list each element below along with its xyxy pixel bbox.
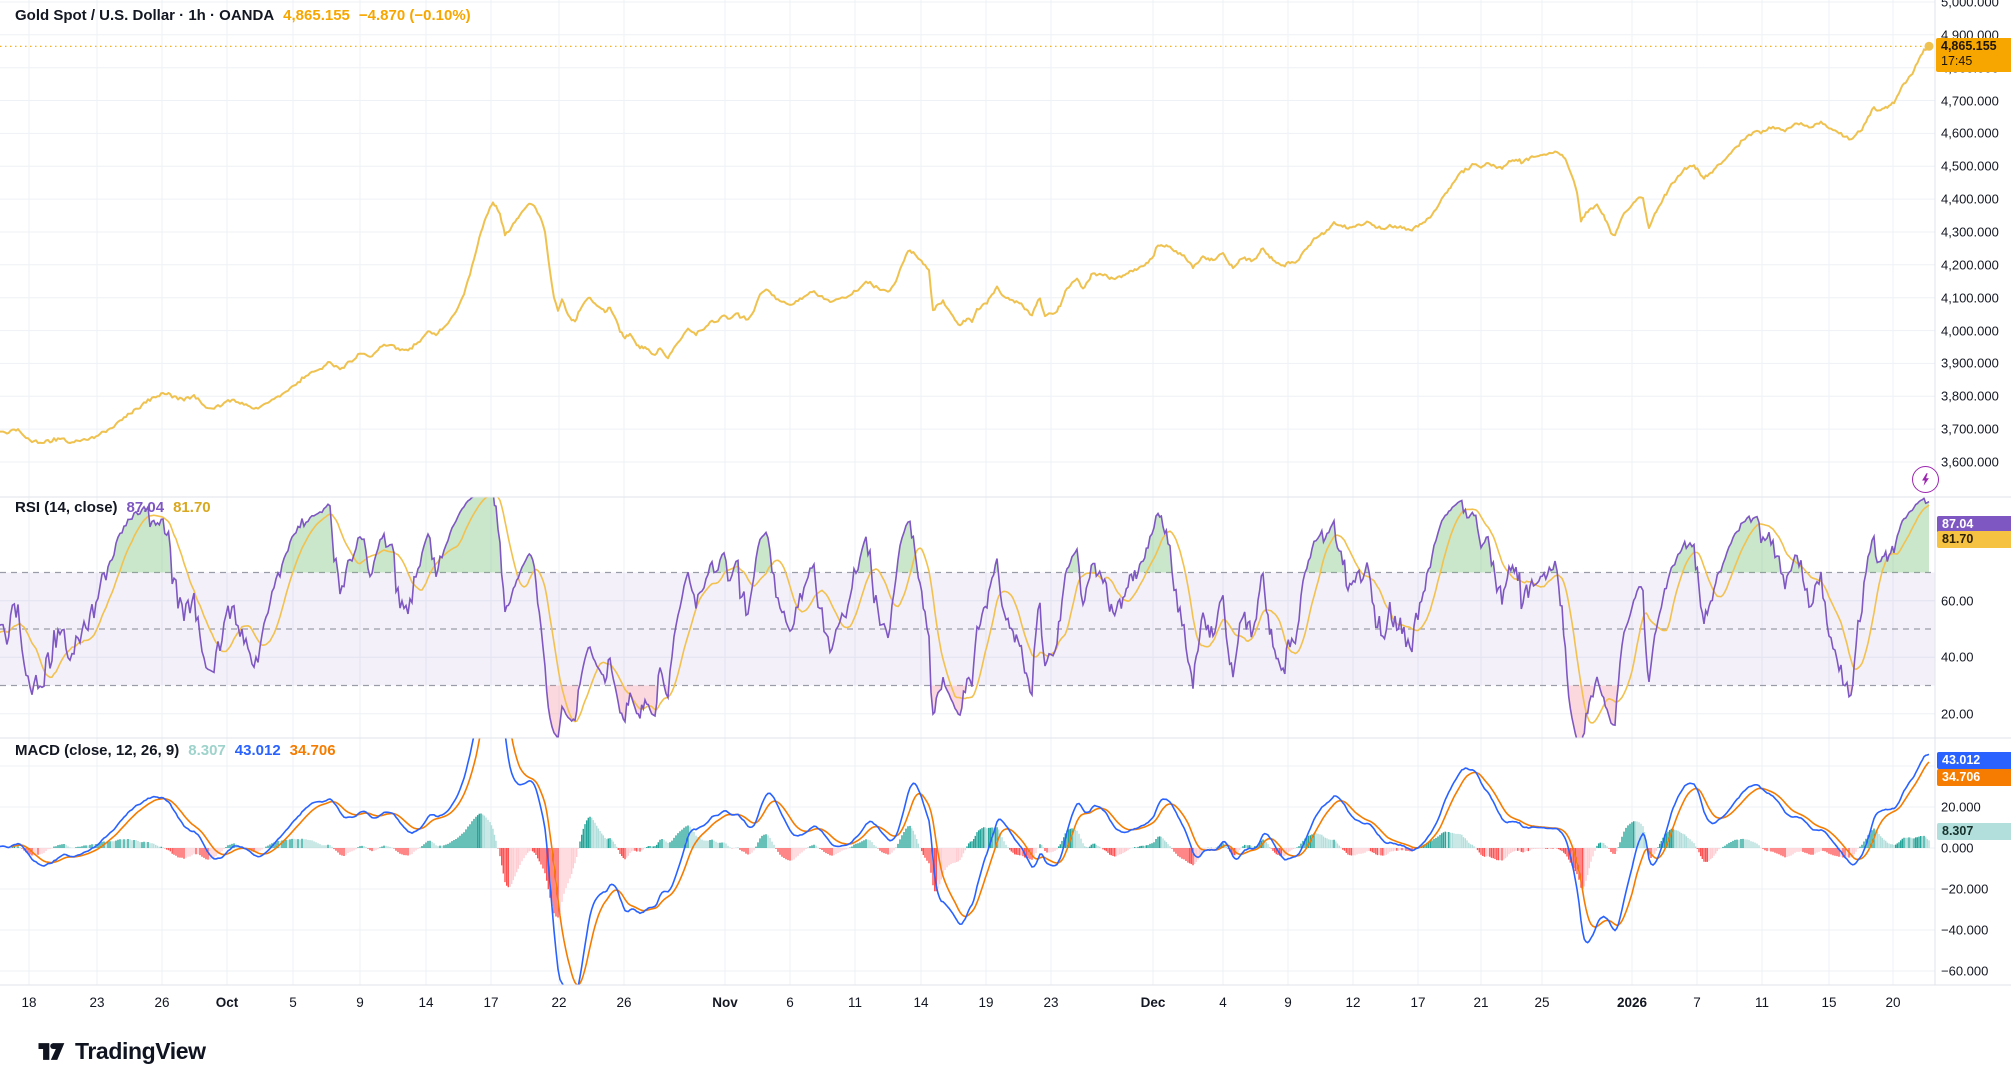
time-axis-label: 20 xyxy=(1885,995,1901,1010)
macd-axis-label: −20.000 xyxy=(1941,881,1989,897)
time-axis-label: 22 xyxy=(551,995,567,1010)
price-axis-label: 4,400.000 xyxy=(1941,191,1999,207)
price-axis-label: 4,300.000 xyxy=(1941,224,1999,240)
tradingview-logo-icon xyxy=(38,1043,65,1060)
time-axis-label: 15 xyxy=(1821,995,1837,1010)
time-axis-label: 17 xyxy=(1410,995,1426,1010)
time-axis-label: 19 xyxy=(978,995,994,1010)
lightning-icon xyxy=(1922,473,1929,486)
current-price-badge-time: 17:45 xyxy=(1941,54,1973,69)
rsi-lines xyxy=(0,497,1930,738)
brand-footer[interactable]: TradingView xyxy=(36,1038,206,1065)
macd-histogram xyxy=(9,813,1930,918)
time-axis-label: 23 xyxy=(89,995,105,1010)
time-axis-label: Nov xyxy=(712,995,738,1010)
rsi-axis-label: 20.00 xyxy=(1941,706,1974,722)
macd-title[interactable]: MACD (close, 12, 26, 9) xyxy=(15,742,180,759)
price-axis-label: 4,600.000 xyxy=(1941,125,1999,141)
rsi-header: RSI (14, close) 87.04 81.70 xyxy=(15,499,211,516)
time-axis-label: 7 xyxy=(1693,995,1701,1010)
macd-hist-badge: 8.307 xyxy=(1937,822,2011,840)
time-axis-label: 9 xyxy=(1284,995,1292,1010)
price-axis-label: 3,900.000 xyxy=(1941,355,1999,371)
macd-header: MACD (close, 12, 26, 9) 8.307 43.012 34.… xyxy=(15,742,336,759)
rsi-badge: 87.04 xyxy=(1937,516,2011,534)
current-price-badge: 4,865.155 17:45 xyxy=(1936,38,2011,73)
time-axis-label: 23 xyxy=(1043,995,1059,1010)
price-axis-label: 4,100.000 xyxy=(1941,290,1999,306)
price-axis-label: 5,000.000 xyxy=(1941,0,1999,10)
rsi-ma-value: 81.70 xyxy=(173,499,211,516)
time-axis-label: 17 xyxy=(483,995,499,1010)
symbol-title[interactable]: Gold Spot / U.S. Dollar · 1h · OANDA xyxy=(15,7,275,24)
rsi-title[interactable]: RSI (14, close) xyxy=(15,499,118,516)
time-axis-label: Oct xyxy=(215,995,239,1010)
price-axis-label: 3,700.000 xyxy=(1941,421,1999,437)
time-axis-label: 12 xyxy=(1345,995,1361,1010)
time-axis-label: 5 xyxy=(289,995,297,1010)
macd-axis-label: −60.000 xyxy=(1941,963,1989,979)
price-axis-label: 4,200.000 xyxy=(1941,257,1999,273)
time-axis-label: 11 xyxy=(847,995,863,1010)
pane-separators[interactable] xyxy=(0,0,2011,986)
tradingview-wordmark: TradingView xyxy=(75,1038,206,1064)
macd-signal-badge: 34.706 xyxy=(1937,768,2011,786)
macd-lines xyxy=(0,738,1930,985)
time-axis-label: 4 xyxy=(1219,995,1227,1010)
grid-horizontal xyxy=(0,1,1935,972)
price-axis-label: 3,800.000 xyxy=(1941,388,1999,404)
macd-axis-label: 20.000 xyxy=(1941,799,1981,815)
time-axis-label: 11 xyxy=(1754,995,1770,1010)
grid-vertical xyxy=(28,0,1894,985)
price-axis-label: 4,500.000 xyxy=(1941,158,1999,174)
time-axis-label: 6 xyxy=(786,995,794,1010)
time-axis-label: Dec xyxy=(1140,995,1166,1010)
rsi-ma-badge: 81.70 xyxy=(1937,531,2011,549)
price-change: −4.870 (−0.10%) xyxy=(358,7,471,24)
price-series xyxy=(0,41,1934,444)
time-axis-label: 25 xyxy=(1534,995,1550,1010)
rsi-value: 87.04 xyxy=(126,499,165,516)
rsi-axis-label: 60.00 xyxy=(1941,593,1974,609)
macd-value: 43.012 xyxy=(234,742,281,759)
time-axis-label: 26 xyxy=(616,995,632,1010)
time-axis-label: 21 xyxy=(1473,995,1489,1010)
last-price: 4,865.155 xyxy=(283,7,350,24)
macd-signal-value: 34.706 xyxy=(289,742,336,759)
price-axis-label: 4,700.000 xyxy=(1941,93,1999,109)
rsi-axis-label: 40.00 xyxy=(1941,649,1974,665)
macd-badge: 43.012 xyxy=(1937,751,2011,769)
lightning-button[interactable] xyxy=(1912,466,1939,493)
time-axis-label: 14 xyxy=(913,995,929,1010)
current-price-badge-value: 4,865.155 xyxy=(1941,39,1997,54)
time-axis-label: 26 xyxy=(154,995,170,1010)
time-axis-label: 18 xyxy=(21,995,37,1010)
time-axis-label: 9 xyxy=(356,995,364,1010)
macd-axis-label: −40.000 xyxy=(1941,922,1989,938)
time-axis-label: 2026 xyxy=(1616,995,1648,1010)
time-axis-label: 14 xyxy=(418,995,434,1010)
macd-axis-label: 0.000 xyxy=(1941,840,1974,856)
symbol-header: Gold Spot / U.S. Dollar · 1h · OANDA 4,8… xyxy=(15,7,471,24)
price-axis-label: 3,600.000 xyxy=(1941,454,1999,470)
macd-hist-value: 8.307 xyxy=(188,742,226,759)
price-axis-label: 4,000.000 xyxy=(1941,323,1999,339)
